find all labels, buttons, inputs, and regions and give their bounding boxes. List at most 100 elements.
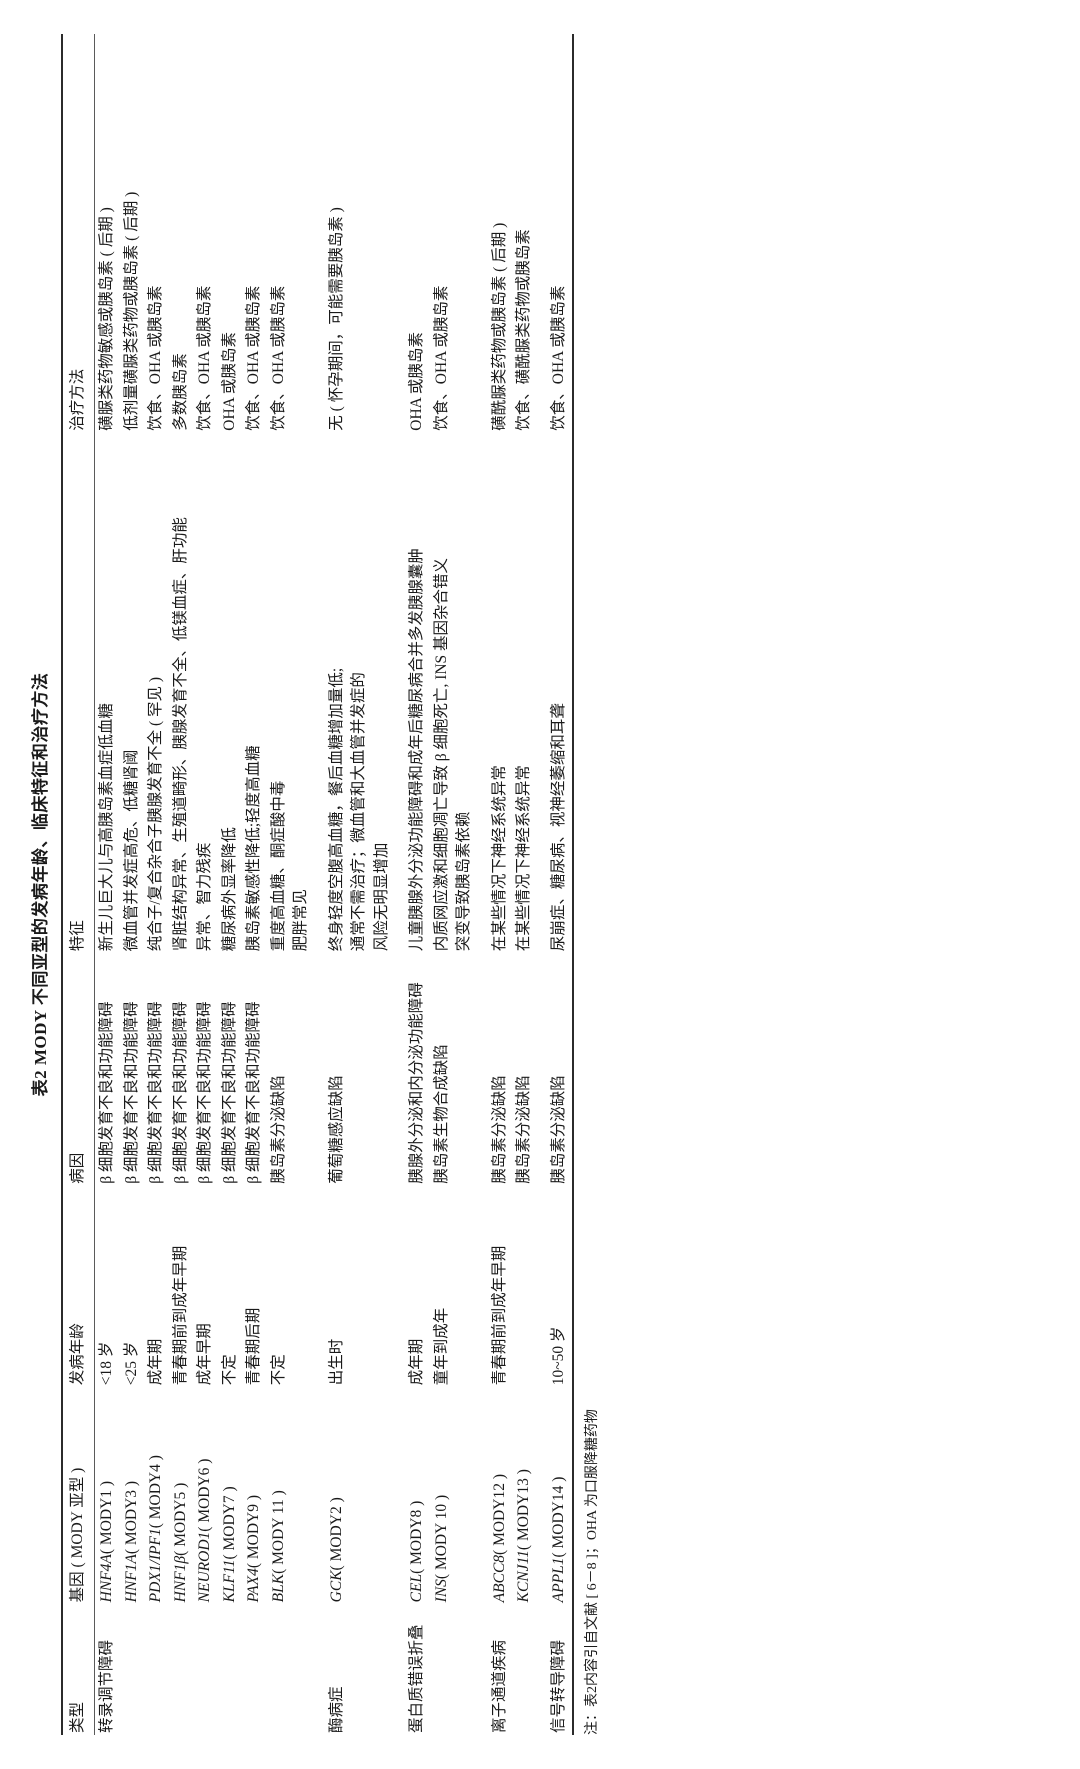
cell-features: 在某些情况下神经系统异常: [512, 433, 536, 953]
feature-line: 肾脏结构异常、生殖道畸形、胰腺发育不全、低镁血症、肝功能: [171, 517, 189, 952]
cell-treatment: 无 ( 怀孕期间，可能需要胰岛素 ): [325, 34, 394, 433]
cell-features: 重度高血糖、酮症酸中毒 肥胖常见: [267, 433, 314, 953]
cell-treatment: 饮食、OHA 或胰岛素: [430, 34, 477, 433]
feature-line: 终身轻度空腹高血糖，餐后血糖增加量低;: [327, 667, 345, 952]
cell-gene: CEL( MODY8 ): [405, 1387, 429, 1604]
cell-gene: HNF1β( MODY5 ): [169, 1387, 193, 1604]
cell-pathology: β 细胞发育不良和功能障碍: [171, 1001, 189, 1184]
gene-subtype: ( MODY9 ): [245, 1494, 263, 1569]
col-header-type: 类型: [69, 1701, 86, 1733]
cell-features: 在某些情况下神经系统异常: [488, 433, 512, 953]
cell-features: 终身轻度空腹高血糖，餐后血糖增加量低; 通常不需治疗；微血管和大血管并发症的 风险无…: [325, 433, 394, 953]
group-spacer: [394, 34, 405, 1735]
gene-subtype: ( MODY4 ): [147, 1455, 165, 1529]
feature-line: 微血管并发症高危、低糖肾阈: [122, 749, 140, 952]
table-bottom-rule: [572, 34, 574, 1735]
treatment-line: 饮食、OHA 或胰岛素: [550, 285, 568, 431]
cell-type: [430, 1604, 477, 1735]
table-row: HNF1β( MODY5 ) 青春期前到成年早期 β 细胞发育不良和功能障碍 肾脏结构…: [169, 34, 193, 1735]
col-header-pathology: 病因: [69, 1152, 86, 1184]
table-header: 类型 基因 ( MODY 亚型 ) 发病年龄 病因 特征 治疗方法: [62, 34, 95, 1735]
treatment-line: 饮食、OHA 或胰岛素: [269, 285, 287, 431]
header-row: 类型 基因 ( MODY 亚型 ) 发病年龄 病因 特征 治疗方法: [62, 34, 95, 1735]
gene-subtype: ( MODY14 ): [550, 1476, 568, 1558]
treatment-line: 饮食、OHA 或胰岛素: [432, 285, 450, 431]
gene-subtype: ( MODY 11 ): [269, 1490, 287, 1574]
table-row: KCNJ11( MODY13 ) 胰岛素分泌缺陷 在某些情况下神经系统异常 饮食、磺酰…: [512, 34, 536, 1735]
cell-pathology: β 细胞发育不良和功能障碍: [196, 1001, 214, 1184]
gene-symbol: HNF1A: [122, 1554, 140, 1603]
treatment-line: 磺脲类药物敏感或胰岛素 ( 后期 ): [98, 207, 116, 431]
cell-type: 蛋白质错误折叠: [408, 1624, 426, 1733]
bottom-rule-cell: [573, 34, 574, 1735]
cell-type: [120, 1604, 144, 1735]
spacer-cell: [314, 34, 325, 1735]
gene-symbol: PAX4: [245, 1568, 263, 1603]
feature-line: 糖尿病外显率降低: [220, 827, 238, 952]
cell-features: 微血管并发症高危、低糖肾阈: [120, 433, 144, 953]
cell-type: [193, 1604, 217, 1735]
gene-subtype: ( MODY12 ): [490, 1474, 508, 1555]
col-header-features: 特征: [69, 920, 86, 952]
cell-gene: KCNJ11( MODY13 ): [512, 1387, 536, 1604]
treatment-line: 无 ( 怀孕期间，可能需要胰岛素 ): [327, 207, 345, 431]
cell-features: 尿崩症、糖尿病、视神经萎缩和耳聋: [547, 433, 572, 953]
table-title: 表2 MODY 不同亚型的发病年龄、临床特征和治疗方法: [31, 672, 50, 1097]
cell-onset-age: 成年期: [147, 1338, 165, 1386]
gene-symbol: GCK: [327, 1570, 345, 1603]
feature-line: 通常不需治疗；微血管和大血管并发症的: [350, 672, 368, 952]
col-header-gene: 基因 ( MODY 亚型 ): [69, 1467, 86, 1603]
cell-type: [267, 1604, 314, 1735]
cell-gene: NEUROD1( MODY6 ): [193, 1387, 217, 1604]
treatment-line: 饮食、磺酰脲类药物或胰岛素: [514, 229, 532, 431]
col-header-onset: 发病年龄: [69, 1323, 86, 1386]
table-row: INS( MODY 10 ) 童年到成年 胰岛素生物合成缺陷 内质网应激和细胞凋亡导致…: [430, 34, 477, 1735]
table-footnote: 注：表2内容引自文献 [ 6－8 ]；OHA 为口服降糖药物: [584, 1409, 600, 1735]
cell-features: 纯合子/复合杂合子胰腺发育不全 ( 罕见 ): [144, 433, 168, 953]
cell-onset-age: 成年早期: [196, 1323, 214, 1386]
cell-treatment: OHA 或胰岛素: [218, 34, 242, 433]
cell-gene: ABCC8( MODY12 ): [488, 1387, 512, 1604]
table-row: 离子通道疾病 ABCC8( MODY12 ) 青春期前到成年早期 胰岛素分泌缺陷 在某些…: [488, 34, 512, 1735]
cell-type: [242, 1604, 266, 1735]
cell-gene: PAX4( MODY9 ): [242, 1387, 266, 1604]
gene-symbol: KLF11: [220, 1559, 238, 1603]
table-row: KLF11( MODY7 ) 不定 β 细胞发育不良和功能障碍 糖尿病外显率降低 OHA…: [218, 34, 242, 1735]
gene-symbol: ABCC8: [490, 1554, 508, 1603]
cell-onset-age: 青春期前到成年早期: [490, 1245, 508, 1386]
spacer-cell: [536, 34, 547, 1735]
feature-line: 在某些情况下神经系统异常: [514, 765, 532, 952]
cell-gene: HNF4A( MODY1 ): [95, 1387, 120, 1604]
gene-symbol: PDX1/IPF1: [147, 1528, 165, 1603]
cell-pathology: 胰岛素生物合成缺陷: [432, 1044, 450, 1184]
cell-gene: GCK( MODY2 ): [325, 1387, 394, 1604]
gene-subtype: ( MODY5 ): [171, 1482, 189, 1556]
cell-treatment: 饮食、OHA 或胰岛素: [193, 34, 217, 433]
treatment-line: 饮食、OHA 或胰岛素: [196, 285, 214, 431]
cell-onset-age: 出生时: [327, 1338, 345, 1386]
cell-treatment: 磺酰脲类药物或胰岛素 ( 后期 ): [488, 34, 512, 433]
feature-line: 突变导致胰岛素依赖: [455, 811, 473, 952]
gene-symbol: HNF4A: [98, 1554, 116, 1603]
cell-treatment: 饮食、磺酰脲类药物或胰岛素: [512, 34, 536, 433]
feature-line: 尿崩症、糖尿病、视神经萎缩和耳聋: [550, 703, 568, 952]
gene-subtype: ( MODY6 ): [196, 1458, 214, 1532]
treatment-line: 多数胰岛素: [171, 353, 189, 431]
table-row: 酶病症 GCK( MODY2 ) 出生时 葡萄糖感应缺陷 终身轻度空腹高血糖，餐后血糖增…: [325, 34, 394, 1735]
gene-symbol: KCNJ11: [514, 1550, 532, 1603]
cell-pathology: β 细胞发育不良和功能障碍: [147, 1001, 165, 1184]
feature-line: 新生儿巨大儿与高胰岛素血症低血糖: [98, 703, 116, 952]
cell-gene: HNF1A( MODY3 ): [120, 1387, 144, 1604]
cell-type: 信号转导障碍: [550, 1639, 568, 1733]
cell-pathology: β 细胞发育不良和功能障碍: [122, 1001, 140, 1184]
cell-pathology: β 细胞发育不良和功能障碍: [245, 1001, 263, 1184]
gene-symbol: CEL: [408, 1573, 426, 1603]
group-spacer: [536, 34, 547, 1735]
treatment-line: 磺酰脲类药物或胰岛素 ( 后期 ): [490, 222, 508, 431]
cell-onset-age: [512, 1186, 536, 1388]
mody-table: 类型 基因 ( MODY 亚型 ) 发病年龄 病因 特征 治疗方法 转录调节障碍…: [61, 34, 574, 1735]
cell-onset-age: 成年期: [408, 1338, 426, 1386]
feature-line: 肥胖常见: [292, 889, 310, 952]
cell-onset-age: 童年到成年: [432, 1307, 450, 1386]
table-row: NEUROD1( MODY6 ) 成年早期 β 细胞发育不良和功能障碍 异常、智力残疾…: [193, 34, 217, 1735]
